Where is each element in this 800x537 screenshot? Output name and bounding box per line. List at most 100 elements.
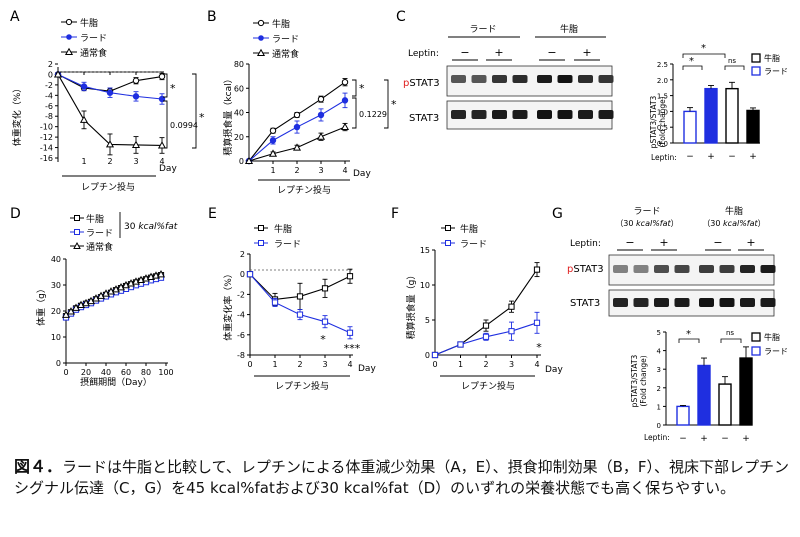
d-xtick-label: 0 [63,368,68,377]
c-bars-ytick-label: 2.0 [657,77,668,85]
panel-f-xlabel: レプチン投与 [461,380,515,392]
a-point [132,77,140,84]
g-bands-band [633,298,649,307]
a-ytick-label: -16 [40,154,53,163]
d-ytick-label: 40 [51,255,61,264]
sub-unit: kcal%fat [636,219,671,228]
panel-b-day-label: Day [353,169,371,179]
a-ytick-label: -10 [40,123,53,132]
panel-g-bracket-left [678,338,700,343]
panel-b-bracket-right [384,79,389,129]
legend-marker-lard [66,34,72,40]
f-point [431,351,439,359]
legend-swatch-tallow [751,332,761,342]
g-bars-category-label: + [700,434,708,444]
panel-g-group-tallow: 牛脂 [725,205,743,217]
b-point [293,111,301,119]
panel-c-leptin-plus-1: + [494,46,503,59]
kcal-prefix: 30 [124,222,136,232]
panel-c-bar-ylabel-2: (Fold change) [658,96,667,147]
c-bars-ytick-label: 2.5 [657,61,668,69]
panel-b-xlabel: レプチン投与 [277,184,331,196]
d-ytick-label: 0 [56,359,61,368]
e-point [246,271,254,278]
panel-f-day-label: Day [545,365,563,375]
f-series-line [434,269,538,356]
panel-b-legend-lard: ラード [272,34,299,45]
a-ytick-label: 0 [48,70,53,79]
c-bars-ytick-label: 0.5 [657,124,668,132]
panel-c-star-outer: * [701,43,706,54]
panel-d-legend-normal: 通常食 [86,241,113,253]
panel-d: D 体重（g） 0 10 20 30 40 0 20 40 60 80 100 摂餌期間（Day）… [10,206,178,388]
f-xtick-label: 3 [509,360,514,369]
panel-g-leptin-label: Leptin: [570,239,601,249]
c-bars-ytick-label: 1.5 [657,93,668,101]
panel-g-group-tallow-sub: （30 kcal%fat） [702,219,765,228]
panel-b-legend-normal: 通常食 [272,48,299,60]
legend-swatch-lard [751,66,761,76]
sub-unit: kcal%fat [723,219,758,228]
a-xtick-label: 4 [159,157,164,166]
panel-g-bar-ylabel-2: (Fold change) [639,355,648,406]
c-bars-category-label: + [749,152,757,162]
g-bars-ytick-label: 0 [657,422,661,430]
panel-c-ns: ns [728,57,736,65]
b-ytick-label: 60 [234,84,244,93]
b-point [340,122,350,131]
e-point [321,318,329,325]
panel-c-bar-leptin-label: Leptin: [651,153,677,162]
panel-c-bracket-left [682,65,703,70]
panel-b-ylabel: 積算摂食量（kcal） [222,74,234,155]
panel-b-letter: B [207,9,217,25]
g-bars-category-label: − [679,434,687,444]
c-bands-band [578,75,593,83]
panel-c-stat3-label: STAT3 [409,113,439,124]
panel-a-legend-normal: 通常食 [80,47,107,59]
g-bars-ytick-label: 3 [657,366,661,374]
panel-g-bar-legend: 牛脂 ラード [751,332,788,356]
panel-g-star: * [686,329,691,340]
panel-d-legend-tallow: 牛脂 [86,213,104,225]
g-bands-band [613,298,628,307]
d-ytick-label: 10 [51,333,61,342]
a-point [80,83,88,90]
b-point [341,78,349,86]
sub-pre: （30 [615,219,633,228]
e-point [346,273,354,280]
c-bands-band [598,110,614,119]
panel-c-pstat3-label: pSTAT3 [403,78,440,89]
a-ytick-label: -6 [45,102,53,111]
e-ytick-label: -8 [237,351,245,360]
panel-a-legend: 牛脂 ラード 通常食 [61,17,107,59]
g-bars-ytick-label: 4 [657,348,662,356]
a-xtick-label: 1 [81,157,86,166]
b-point [268,149,278,157]
a-ytick-label: -14 [40,144,53,153]
c-bars-category-label: − [728,152,736,162]
legend-marker-tallow [65,18,73,26]
b-point [317,95,325,103]
panel-c-bar-ylabel-1: pSTAT3/STAT3 [649,95,658,148]
g-bands-band [633,265,649,273]
e-point [271,299,279,306]
e-ytick-label: -4 [237,311,245,320]
a-point [131,140,141,148]
d-point [81,298,91,307]
f-ytick-label: 5 [425,316,430,325]
g-bands-band [740,265,755,273]
c-bands-band [471,75,487,83]
c-bands-band [492,75,507,83]
g-bars-bar [718,383,732,426]
f-point [457,341,464,348]
b-series-1 [245,92,349,165]
d-series-1 [62,274,165,321]
panel-e-star-day3: * [320,333,326,346]
panel-a-legend-tallow: 牛脂 [80,17,98,29]
panel-d-xlabel: 摂餌期間（Day） [80,376,152,388]
panel-g-leptin-plus-1: + [659,236,668,249]
panel-c-leptin-plus-2: + [582,46,591,59]
panel-b-stat-p: 0.1229 [359,110,387,119]
b-ytick-label: 40 [234,109,244,118]
panel-b-bracket-top [352,79,357,97]
